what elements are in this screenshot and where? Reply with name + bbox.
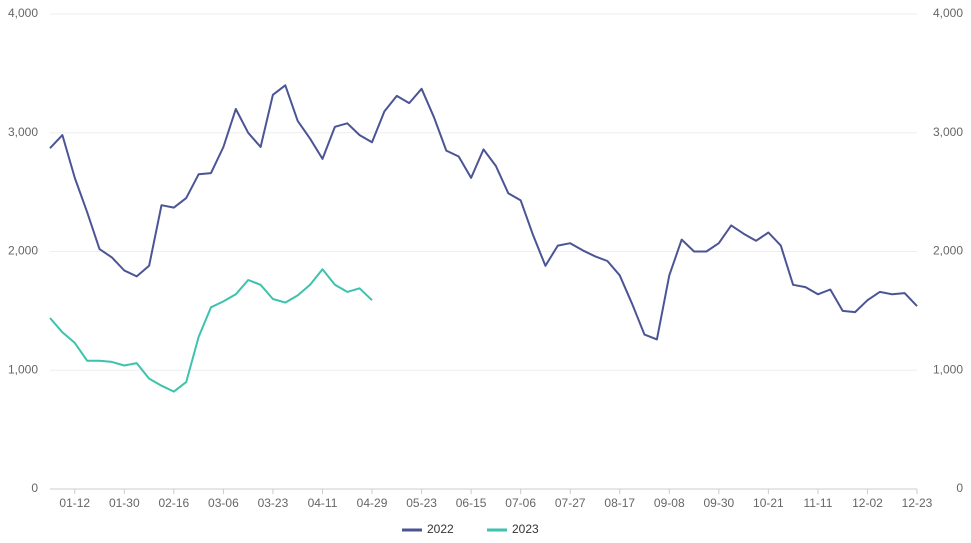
x-tick-label: 09-30 [703, 496, 734, 510]
y2-tick-label: 2,000 [933, 244, 963, 258]
legend-text: 2023 [512, 522, 539, 536]
x-tick-label: 05-23 [406, 496, 437, 510]
x-tick-label: 12-23 [902, 496, 933, 510]
y-tick-label: 3,000 [8, 125, 38, 139]
y-tick-label: 2,000 [8, 244, 38, 258]
series-line [49, 268, 373, 393]
x-tick-label: 11-11 [803, 496, 832, 510]
x-tick-label: 12-02 [852, 496, 883, 510]
x-tick-label: 03-06 [208, 496, 239, 510]
x-tick-label: 08-17 [604, 496, 635, 510]
x-tick-label: 04-11 [308, 496, 338, 510]
x-tick-label: 01-30 [109, 496, 140, 510]
x-tick-label: 10-21 [753, 496, 784, 510]
y2-tick-label: 0 [956, 481, 963, 495]
x-tick-label: 02-16 [159, 496, 190, 510]
x-tick-label: 03-23 [258, 496, 289, 510]
x-tick-label: 09-08 [654, 496, 685, 510]
x-tick-label: 06-15 [456, 496, 487, 510]
x-tick-label: 04-29 [357, 496, 388, 510]
x-tick-label: 07-27 [555, 496, 586, 510]
series-line [49, 84, 918, 341]
legend-text: 2022 [427, 522, 454, 536]
y2-tick-label: 1,000 [933, 362, 963, 376]
y2-tick-label: 4,000 [933, 6, 963, 20]
x-tick-label: 01-12 [59, 496, 90, 510]
y2-tick-label: 3,000 [933, 125, 963, 139]
y-tick-label: 0 [31, 481, 38, 495]
y-tick-label: 1,000 [8, 362, 38, 376]
y-tick-label: 4,000 [8, 6, 38, 20]
x-tick-label: 07-06 [505, 496, 536, 510]
